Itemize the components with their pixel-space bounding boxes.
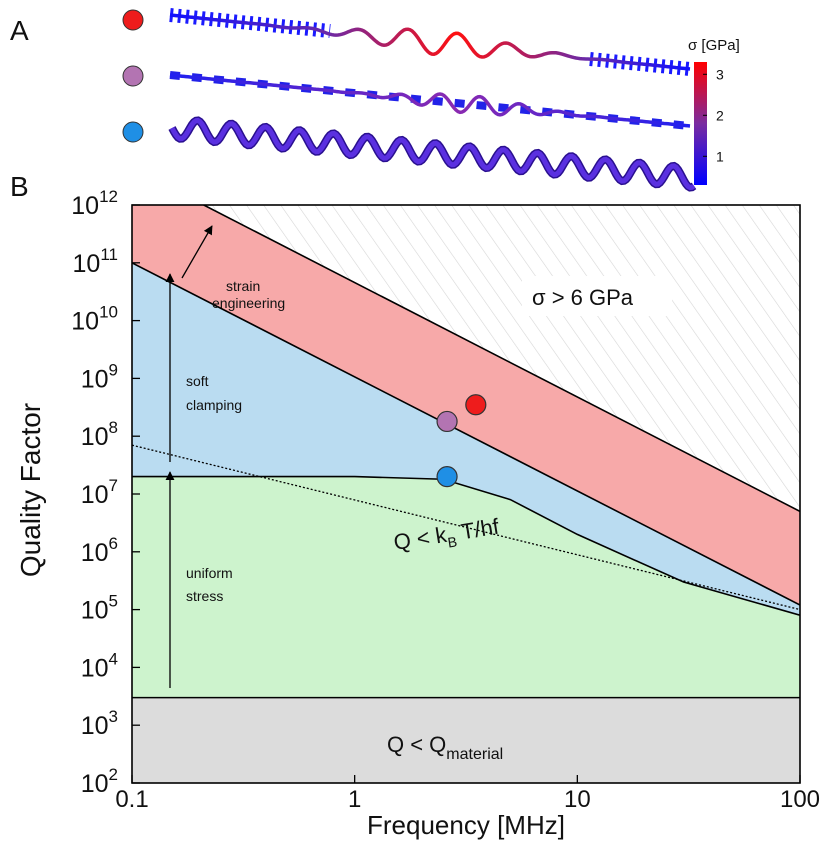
- x-tick-label: 100: [780, 786, 820, 813]
- legend-dot: [122, 121, 144, 143]
- annotation: σ > 6 GPa: [532, 285, 634, 310]
- y-tick-label: 107: [81, 476, 118, 509]
- y-tick-label: 1012: [71, 187, 118, 220]
- ribbon: [169, 13, 691, 71]
- data-point: [436, 466, 458, 488]
- colorbar-tick-label: 3: [716, 66, 724, 82]
- arrow: [181, 225, 213, 279]
- y-tick-exponent: 4: [109, 649, 118, 668]
- panel-label: B: [10, 171, 29, 202]
- y-tick-base: 10: [81, 481, 109, 509]
- boundary-line: [132, 444, 800, 611]
- x-tick-label: 10: [564, 786, 591, 813]
- y-tick-exponent: 10: [99, 303, 118, 322]
- region: [132, 697, 800, 783]
- y-tick-base: 10: [81, 365, 109, 393]
- label-background: [522, 276, 672, 316]
- ribbon: [169, 117, 696, 191]
- annotation-sub: material: [446, 746, 503, 763]
- x-tick-label: 0.1: [115, 786, 148, 813]
- annotation: soft: [186, 373, 209, 389]
- data-point: [436, 410, 458, 433]
- annotation-sub: B: [446, 533, 458, 550]
- y-tick-label: 108: [81, 418, 118, 451]
- colorbar-label: σ [GPa]: [688, 37, 740, 54]
- overlay: [165, 225, 213, 688]
- annotation-part: Q < Q: [387, 732, 446, 757]
- legend-dot: [122, 9, 144, 31]
- y-tick-base: 10: [81, 654, 109, 682]
- y-tick-exponent: 3: [109, 707, 118, 726]
- y-tick-label: 106: [81, 534, 118, 567]
- panel-a: σ [GPa] 1 2 3: [122, 8, 740, 192]
- y-tick-base: 10: [81, 770, 109, 798]
- y-tick-exponent: 11: [100, 245, 118, 264]
- x-tick-label: 1: [348, 786, 361, 813]
- y-tick-exponent: 6: [109, 534, 118, 553]
- y-tick-base: 10: [81, 539, 109, 567]
- boundary-line: [203, 205, 800, 513]
- y-tick-base: 10: [73, 250, 101, 278]
- colorbar: [694, 62, 707, 185]
- y-tick-label: 105: [81, 592, 118, 625]
- annotation: uniform: [186, 565, 233, 581]
- y-tick-base: 10: [81, 423, 109, 451]
- plot: [132, 205, 800, 783]
- legend-dot: [122, 65, 144, 87]
- y-tick-label: 102: [81, 765, 118, 798]
- boundary-line: [132, 262, 800, 606]
- annotation: stress: [186, 588, 223, 604]
- colorbar-tick-label: 1: [716, 148, 724, 164]
- x-axis-label: Frequency [MHz]: [367, 810, 565, 840]
- annotation: strain: [226, 278, 260, 294]
- y-tick-label: 104: [81, 649, 118, 682]
- y-tick-label: 1011: [73, 245, 118, 278]
- ribbon: [169, 73, 691, 128]
- annotation: clamping: [186, 397, 242, 413]
- y-tick-label: 1010: [71, 303, 118, 336]
- data-point: [465, 394, 487, 416]
- colorbar-tick-label: 2: [716, 107, 724, 123]
- y-axis-label: Quality Factor: [15, 403, 46, 577]
- y-tick-base: 10: [81, 597, 109, 625]
- y-tick-exponent: 5: [109, 592, 118, 611]
- y-tick-exponent: 12: [99, 187, 118, 206]
- panel-label: A: [10, 15, 29, 46]
- y-tick-base: 10: [71, 192, 99, 220]
- boundary-line: [132, 475, 800, 616]
- y-tick-label: 103: [81, 707, 118, 740]
- y-tick-label: 109: [81, 360, 118, 393]
- y-tick-exponent: 8: [109, 418, 118, 437]
- y-tick-exponent: 7: [109, 476, 118, 495]
- y-tick-base: 10: [81, 712, 109, 740]
- annotation: Q < Qmaterial: [387, 732, 503, 763]
- annotation: engineering: [212, 295, 285, 311]
- y-tick-base: 10: [71, 308, 99, 336]
- y-tick-exponent: 2: [109, 765, 118, 784]
- y-tick-exponent: 9: [109, 360, 118, 379]
